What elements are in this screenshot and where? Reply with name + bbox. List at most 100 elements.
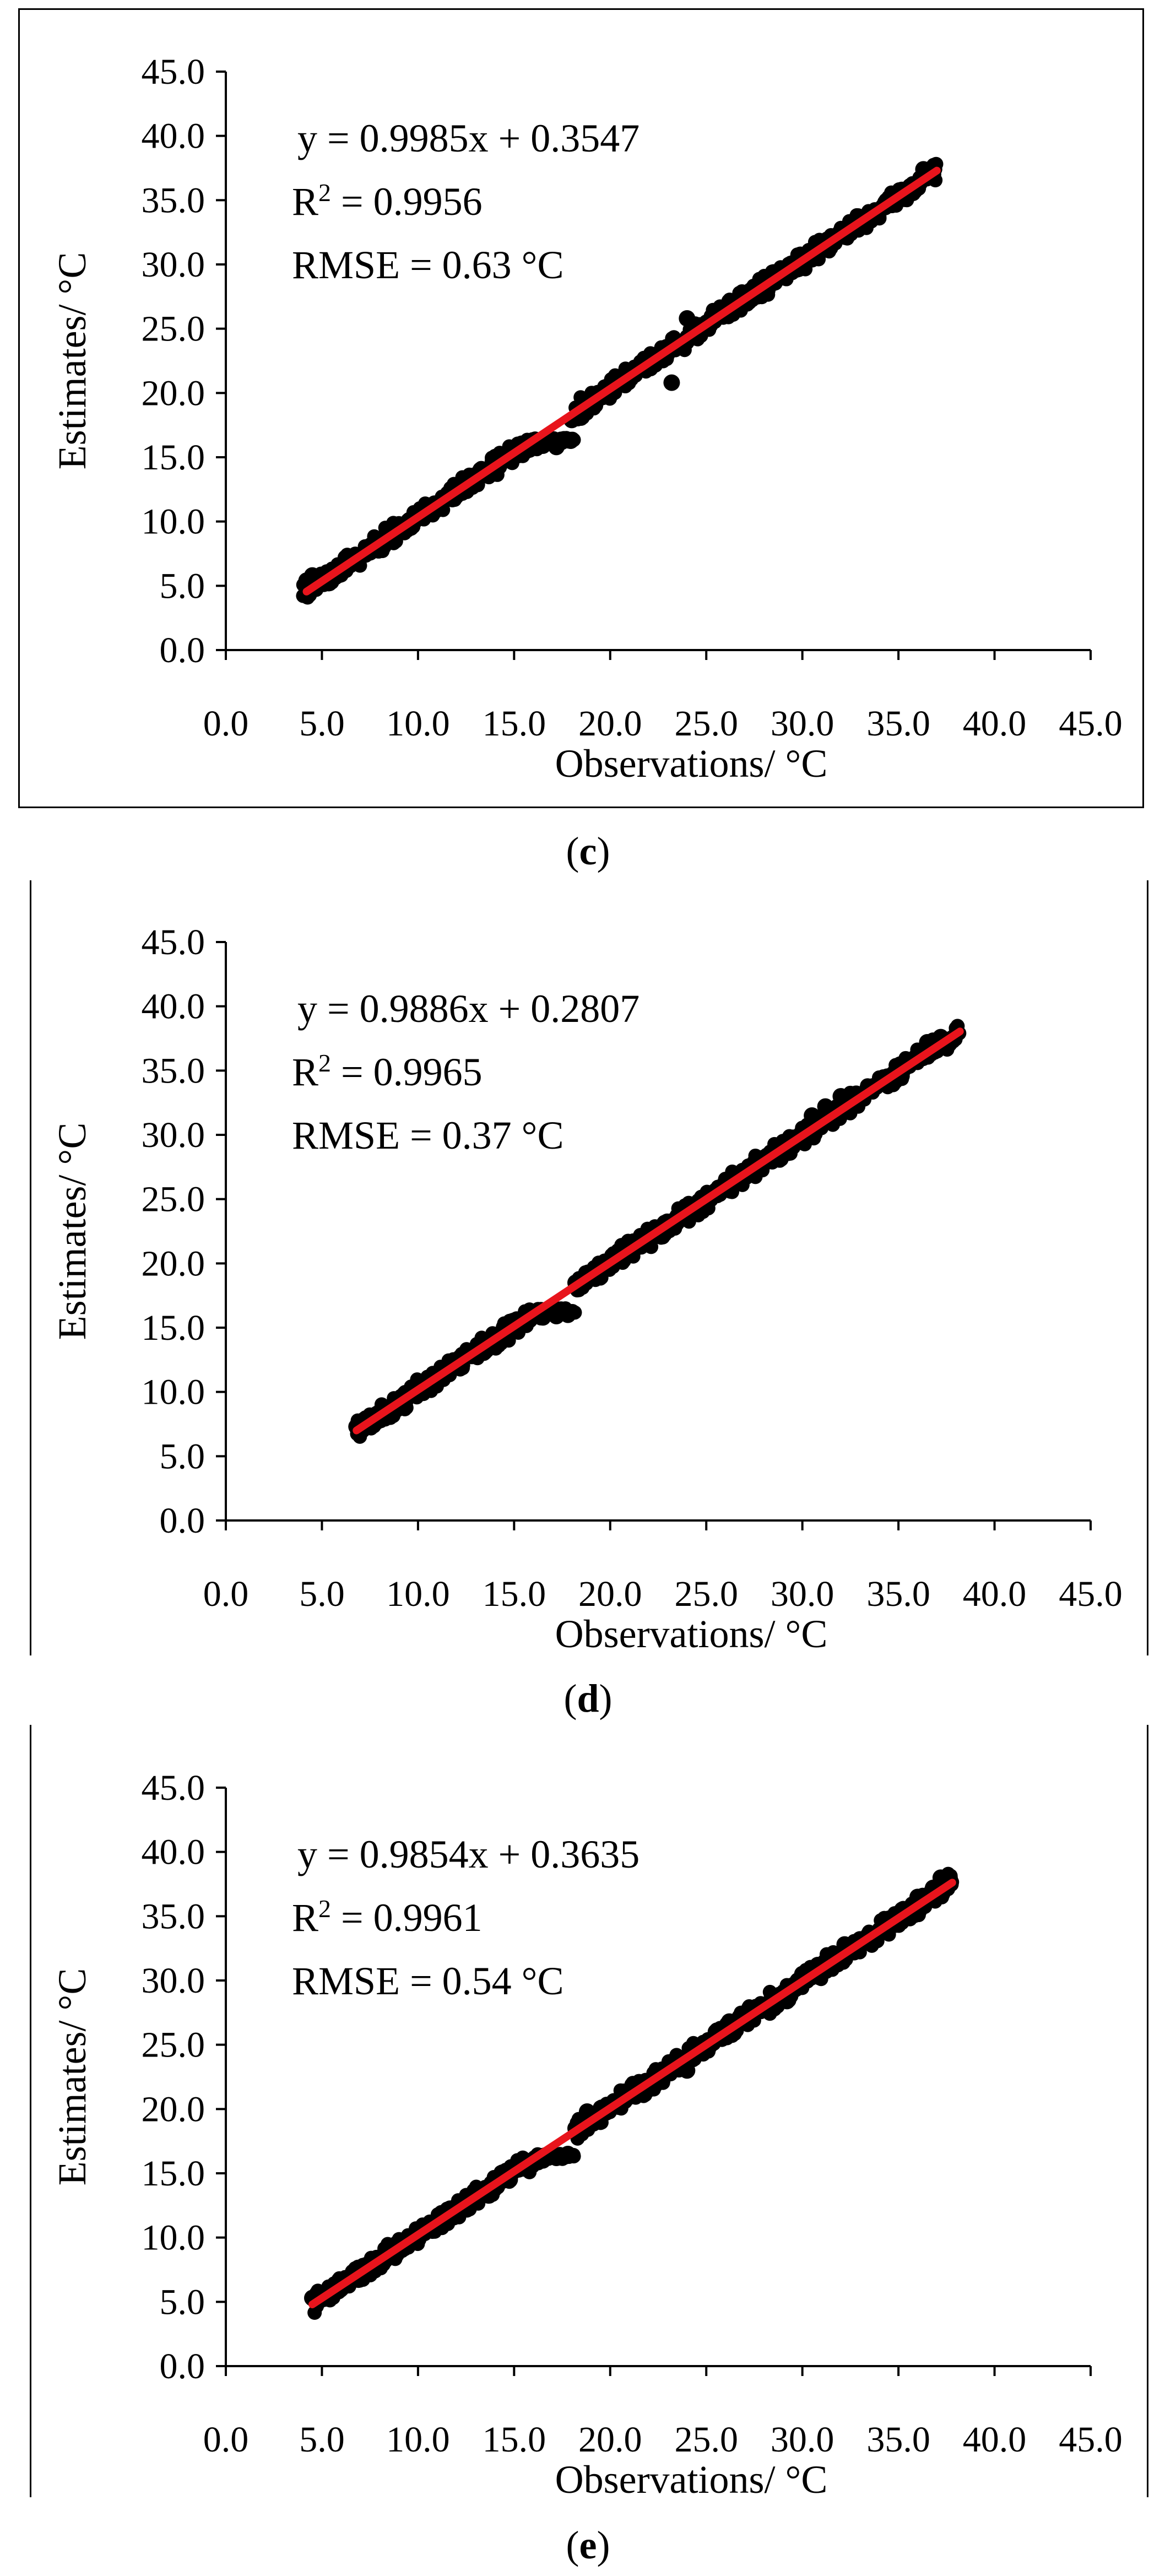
fit-annotation: RMSE = 0.63 °C [292, 243, 564, 287]
x-tick-label: 35.0 [866, 1574, 930, 1614]
x-axis-label: Observations/ °C [555, 1612, 828, 1656]
caption-c: (c) [566, 829, 610, 873]
y-tick-label: 35.0 [142, 1051, 205, 1091]
x-tick-label: 45.0 [1059, 703, 1123, 744]
scatter-point [663, 374, 680, 391]
y-tick-label: 5.0 [160, 2282, 205, 2322]
y-tick-label: 10.0 [142, 2218, 205, 2258]
y-tick-label: 40.0 [142, 987, 205, 1027]
y-tick-label: 25.0 [142, 1179, 205, 1220]
x-axis-label: Observations/ °C [555, 742, 828, 786]
y-tick-label: 5.0 [160, 1436, 205, 1476]
chart-d: 0.0 5.0 10.0 15.0 20.0 25.0 30.0 35.0 40.0 45.0 0.… [50, 922, 1123, 1656]
x-tick-label: 45.0 [1059, 1574, 1123, 1614]
y-tick-label: 45.0 [142, 52, 205, 92]
x-tick-label: 10.0 [386, 1574, 450, 1614]
scatter-point [307, 2306, 322, 2320]
chart-e: 0.0 5.0 10.0 15.0 20.0 25.0 30.0 35.0 40.0 45.0 0.… [50, 1768, 1123, 2502]
scatter-point [560, 2146, 577, 2162]
x-tick-label: 15.0 [483, 703, 546, 744]
x-tick-label: 40.0 [963, 1574, 1027, 1614]
scatter-point [679, 310, 696, 327]
y-axis-label: Estimates/ °C [50, 1968, 94, 2186]
y-tick-label: 5.0 [160, 566, 205, 606]
x-axis-label: Observations/ °C [555, 2458, 828, 2502]
x-tick-label: 20.0 [578, 2420, 642, 2460]
scatter-point [817, 1098, 834, 1115]
y-tick-label: 15.0 [142, 2153, 205, 2194]
chart-e-frame [30, 1725, 1148, 2497]
y-tick-label: 30.0 [142, 1115, 205, 1155]
fit-annotation: y = 0.9985x + 0.3547 [297, 116, 640, 160]
fit-annotation: y = 0.9854x + 0.3635 [297, 1832, 640, 1876]
x-tick-label: 0.0 [203, 2420, 249, 2460]
y-tick-label: 10.0 [142, 1372, 205, 1413]
fit-annotation: y = 0.9886x + 0.2807 [297, 987, 640, 1031]
x-tick-label: 25.0 [674, 2420, 738, 2460]
scatter-point [560, 1306, 577, 1323]
regression-line [353, 1027, 964, 1435]
y-tick-label: 35.0 [142, 1896, 205, 1936]
x-tick-label: 35.0 [866, 2420, 930, 2460]
y-tick-label: 45.0 [142, 1768, 205, 1808]
y-tick-label: 35.0 [142, 180, 205, 220]
x-tick-label: 10.0 [386, 703, 450, 744]
y-tick-label: 20.0 [142, 1243, 205, 1284]
y-tick-label: 0.0 [160, 2346, 205, 2386]
y-axis-label: Estimates/ °C [50, 1123, 94, 1340]
fit-annotation: R2 = 0.9956 [292, 178, 483, 224]
y-tick-label: 25.0 [142, 2025, 205, 2065]
y-tick-label: 15.0 [142, 437, 205, 478]
x-tick-label: 40.0 [963, 703, 1027, 744]
x-tick-label: 5.0 [299, 703, 345, 744]
chart-c-frame [18, 8, 1144, 808]
y-tick-label: 20.0 [142, 2089, 205, 2129]
scatter-point [534, 437, 551, 454]
scatter-point [304, 567, 321, 584]
chart-c: 0.0 5.0 10.0 15.0 20.0 25.0 30.0 35.0 40.0 45.0 0.… [50, 52, 1123, 786]
x-tick-label: 30.0 [771, 703, 834, 744]
x-tick-label: 35.0 [866, 703, 930, 744]
y-tick-label: 40.0 [142, 1832, 205, 1873]
scatter-point [578, 2103, 595, 2120]
y-tick-label: 20.0 [142, 373, 205, 413]
y-tick-label: 40.0 [142, 116, 205, 156]
x-tick-label: 20.0 [578, 1574, 642, 1614]
x-tick-label: 15.0 [483, 1574, 546, 1614]
x-tick-label: 5.0 [299, 1574, 345, 1614]
fit-annotation: RMSE = 0.37 °C [292, 1113, 564, 1157]
scatter-point [556, 431, 573, 448]
x-tick-label: 5.0 [299, 2420, 345, 2460]
x-tick-label: 0.0 [203, 703, 249, 744]
x-tick-label: 25.0 [674, 703, 738, 744]
y-tick-label: 0.0 [160, 630, 205, 670]
scatter-point [832, 1088, 849, 1105]
x-tick-label: 30.0 [771, 1574, 834, 1614]
y-tick-label: 30.0 [142, 1961, 205, 2001]
fit-annotation: R2 = 0.9965 [292, 1049, 483, 1095]
caption-e: (e) [566, 2523, 610, 2567]
y-tick-label: 25.0 [142, 309, 205, 349]
y-tick-label: 10.0 [142, 502, 205, 542]
x-tick-label: 40.0 [963, 2420, 1027, 2460]
x-tick-label: 45.0 [1059, 2420, 1123, 2460]
y-axis-label: Estimates/ °C [50, 252, 94, 470]
chart-d-frame [30, 880, 1148, 1655]
scatter-point [679, 2062, 696, 2079]
caption-d: (d) [563, 1676, 613, 1720]
y-tick-label: 30.0 [142, 245, 205, 285]
y-tick-label: 45.0 [142, 922, 205, 962]
scatter-point [932, 1869, 949, 1886]
fit-annotation: R2 = 0.9961 [292, 1895, 483, 1940]
regression-line [308, 1879, 956, 2309]
x-tick-label: 10.0 [386, 2420, 450, 2460]
fit-annotation: RMSE = 0.54 °C [292, 1959, 564, 2003]
x-tick-label: 30.0 [771, 2420, 834, 2460]
x-tick-label: 20.0 [578, 703, 642, 744]
x-tick-label: 0.0 [203, 1574, 249, 1614]
scatter-point [804, 1107, 821, 1124]
y-tick-label: 15.0 [142, 1308, 205, 1348]
regression-line [302, 166, 941, 596]
x-tick-label: 15.0 [483, 2420, 546, 2460]
x-tick-label: 25.0 [674, 1574, 738, 1614]
